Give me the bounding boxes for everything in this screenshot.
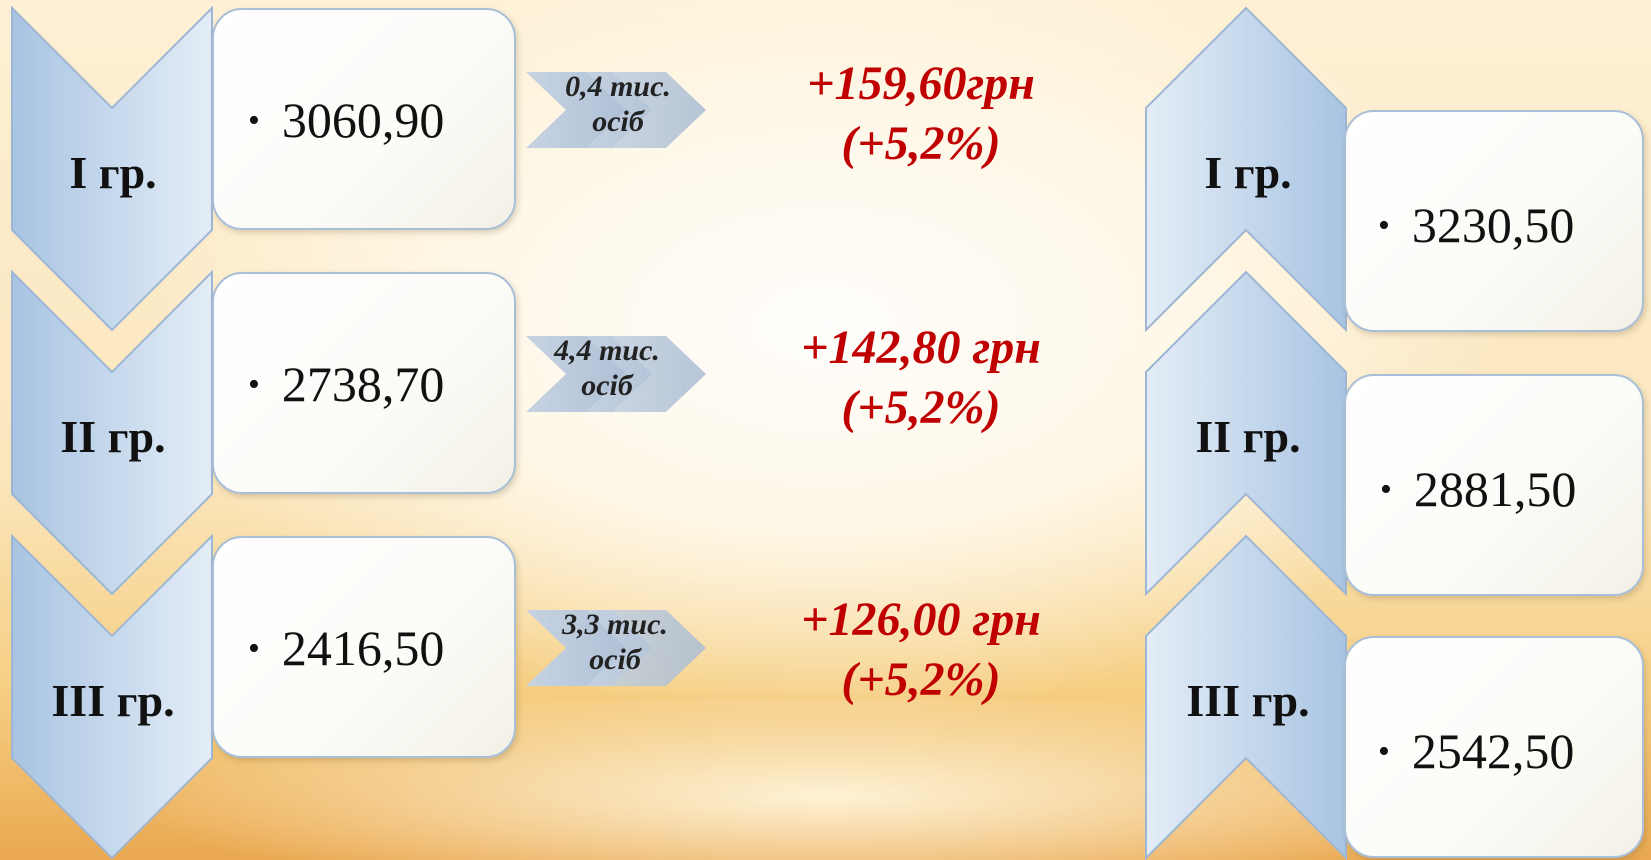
group-label-before-2: II гр. [60, 411, 166, 462]
value-box-before-1 [212, 8, 516, 230]
count-3-line1: 3,3 тис. [562, 608, 668, 641]
delta-1-percent: (+5,2%) [841, 117, 1001, 170]
value-after-1: • 3230,50 [1378, 197, 1575, 253]
value-box-before-3 [212, 536, 516, 758]
delta-3-percent: (+5,2%) [841, 653, 1001, 706]
group-label-after-1: I гр. [1204, 147, 1292, 198]
group-label-before-1: I гр. [69, 147, 157, 198]
arrow-1 [526, 72, 706, 148]
value-box-before-2 [212, 272, 516, 494]
value-after-2-text: 2881,50 [1413, 461, 1577, 517]
chevron-after-2 [1145, 270, 1347, 597]
count-1-line1: 0,4 тис. [565, 70, 671, 103]
value-before-1-text: 3060,90 [281, 92, 445, 148]
value-box-after-2 [1344, 374, 1644, 596]
value-before-3-text: 2416,50 [281, 620, 445, 676]
value-after-2: • 2881,50 [1380, 461, 1577, 517]
count-label-1: 0,4 тис. осіб [523, 70, 713, 139]
value-box-after-3 [1344, 636, 1644, 858]
value-before-3: • 2416,50 [248, 620, 445, 676]
delta-1-amount: +159,60грн [807, 57, 1035, 110]
value-before-2: • 2738,70 [248, 356, 445, 412]
count-2-line2: осіб [581, 368, 633, 402]
value-before-2-text: 2738,70 [281, 356, 445, 412]
delta-2-amount: +142,80 грн [801, 321, 1041, 374]
chevron-after-3 [1145, 534, 1347, 860]
value-after-1-text: 3230,50 [1411, 197, 1575, 253]
delta-2-percent: (+5,2%) [841, 381, 1001, 434]
delta-3: +126,00 грн (+5,2%) [741, 590, 1101, 710]
delta-3-amount: +126,00 грн [801, 593, 1041, 646]
chevron-after-1 [1145, 6, 1347, 333]
group-label-before-3: III гр. [51, 675, 175, 726]
arrow-3 [526, 610, 706, 686]
count-label-3: 3,3 тис. осіб [520, 608, 710, 677]
chevron-before-3 [11, 533, 213, 860]
chevron-before-1 [11, 5, 213, 332]
arrow-2 [526, 336, 706, 412]
value-before-1: • 3060,90 [248, 92, 445, 148]
delta-1: +159,60грн (+5,2%) [741, 54, 1101, 174]
count-label-2: 4,4 тис. осіб [512, 334, 702, 403]
chevron-before-2 [11, 269, 213, 596]
value-box-after-1 [1344, 110, 1644, 332]
delta-2: +142,80 грн (+5,2%) [741, 318, 1101, 438]
group-label-after-2: II гр. [1195, 411, 1301, 462]
count-2-line1: 4,4 тис. [554, 334, 660, 367]
count-1-line2: осіб [592, 104, 644, 138]
count-3-line2: осіб [589, 642, 641, 676]
group-label-after-3: III гр. [1186, 675, 1310, 726]
value-after-3: • 2542,50 [1378, 723, 1575, 779]
value-after-3-text: 2542,50 [1411, 723, 1575, 779]
